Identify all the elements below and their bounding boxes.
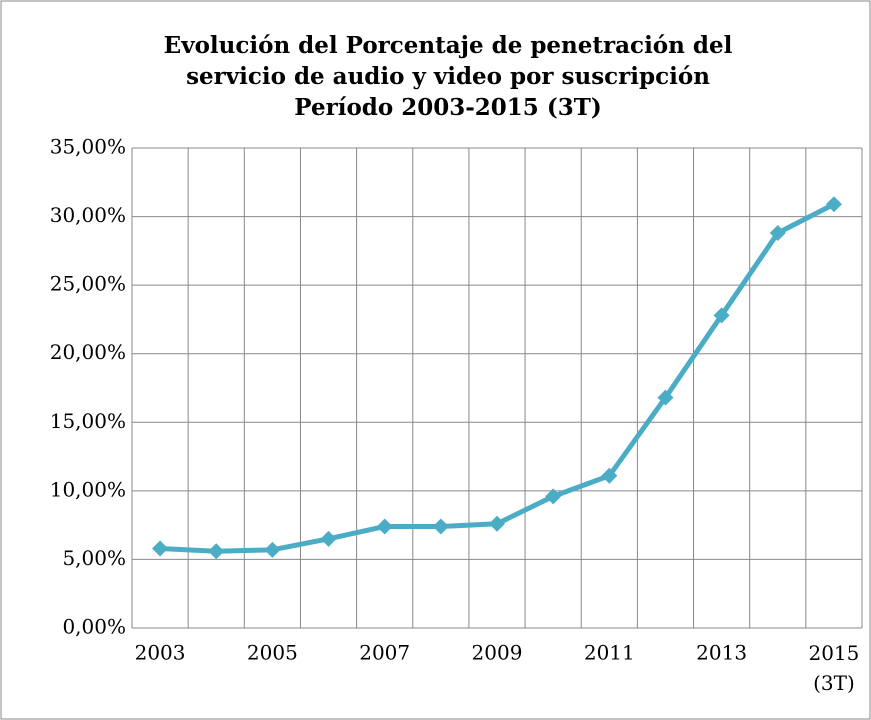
x-tick-label: 2003 [135,641,186,665]
marker [769,225,786,242]
y-tick-label: 0,00% [62,615,126,639]
y-tick-label: 5,00% [62,546,126,570]
x-tick-label: 2007 [359,641,410,665]
chart-title: Período 2003-2015 (3T) [294,94,601,121]
x-tick-label: 2015 (3T) [808,641,859,695]
marker [320,530,337,547]
y-tick-label: 25,00% [50,272,126,296]
chart-title: servicio de audio y video por suscripció… [186,63,710,90]
marker [601,467,618,484]
chart-title: Evolución del Porcentaje de penetración … [164,32,733,59]
marker [376,518,393,535]
y-tick-label: 10,00% [50,477,126,501]
y-tick-label: 15,00% [50,409,126,433]
marker [657,389,674,406]
marker [489,515,505,532]
y-tick-label: 30,00% [50,203,126,227]
x-tick-label: 2013 [696,641,747,665]
marker [152,540,169,557]
marker [208,543,225,560]
marker [825,196,842,213]
marker [713,307,730,324]
marker [545,488,562,505]
y-tick-label: 20,00% [50,340,126,364]
x-tick-label: 2009 [472,641,523,665]
x-tick-label: 2011 [584,641,635,665]
marker [432,518,449,535]
marker [264,541,281,558]
x-tick-label: 2005 [247,641,298,665]
y-tick-label: 35,00% [50,135,126,159]
